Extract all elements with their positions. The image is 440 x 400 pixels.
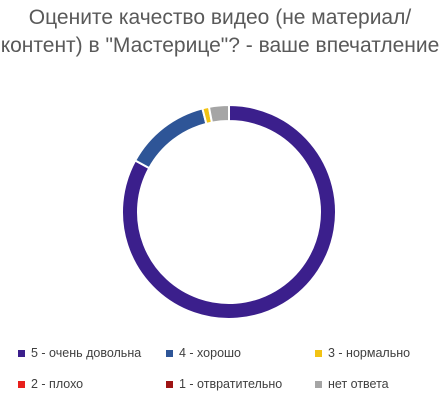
legend-swatch	[166, 349, 173, 357]
legend-item: 3 - нормально	[315, 346, 410, 360]
legend-swatch	[315, 349, 322, 357]
donut-slice	[207, 103, 230, 124]
legend-swatch	[315, 380, 322, 388]
donut-slice	[121, 103, 337, 320]
legend-swatch	[166, 380, 173, 388]
donut-chart	[121, 103, 337, 320]
legend-label: 5 - очень довольна	[31, 346, 142, 360]
legend-item: 4 - хорошо	[166, 346, 241, 360]
legend-item: нет ответа	[315, 377, 389, 391]
legend-label: нет ответа	[328, 377, 389, 391]
legend-label: 4 - хорошо	[179, 346, 242, 360]
legend-item: 5 - очень довольна	[18, 346, 141, 360]
legend-label: 2 - плохо	[31, 377, 84, 391]
legend-swatch	[18, 380, 25, 388]
legend-item: 1 - отвратительно	[166, 377, 282, 391]
legend-item: 2 - плохо	[18, 377, 83, 391]
legend-label: 1 - отвратительно	[179, 377, 283, 391]
donut-slices	[121, 103, 337, 320]
chart-title: Оцените качество видео (не материал/конт…	[0, 6, 440, 57]
legend: 5 - очень довольна 4 - хорошо 3 - нормал…	[0, 340, 440, 400]
legend-label: 3 - нормально	[328, 346, 411, 360]
legend-swatch	[18, 349, 25, 357]
donut-slice	[133, 107, 208, 170]
